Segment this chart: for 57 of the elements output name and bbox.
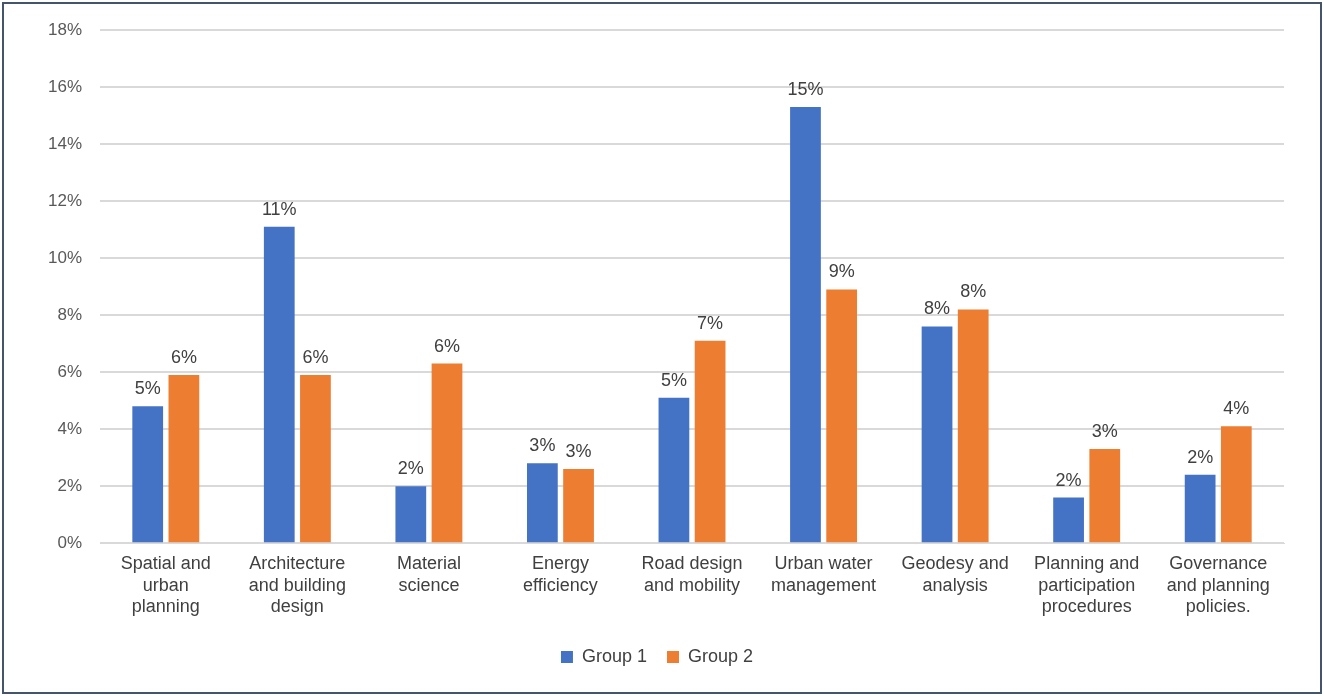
data-label: 11% xyxy=(261,198,297,219)
data-label: 5% xyxy=(134,378,161,399)
x-tick-label: Governance and planning policies. xyxy=(1166,552,1270,617)
data-label: 15% xyxy=(787,78,824,99)
x-tick-label: Road design and mobility xyxy=(641,552,743,595)
y-tick-label: 6% xyxy=(57,361,83,381)
x-tick-label: Urban water management xyxy=(771,552,877,595)
x-tick-label: Architecture and building design xyxy=(248,552,346,617)
bar xyxy=(563,469,594,543)
bar xyxy=(921,326,953,543)
data-label: 3% xyxy=(529,435,556,456)
bar xyxy=(1089,449,1121,543)
bar xyxy=(957,309,989,543)
data-label: 6% xyxy=(302,346,329,367)
data-label: 8% xyxy=(924,298,951,319)
y-tick-label: 4% xyxy=(57,418,83,438)
bar xyxy=(168,374,200,543)
x-tick-label: Geodesy and analysis xyxy=(901,552,1009,595)
y-tick-label: 16% xyxy=(47,76,83,96)
bar xyxy=(1184,474,1216,543)
data-label: 6% xyxy=(170,346,197,367)
x-tick-label: Spatial and urban planning xyxy=(120,552,211,617)
bar xyxy=(1053,497,1084,543)
data-label: 2% xyxy=(1187,446,1214,467)
bar xyxy=(1220,426,1252,543)
legend-label: Group 1 xyxy=(581,645,648,666)
bar xyxy=(300,374,331,543)
legend-label: Group 2 xyxy=(688,645,754,666)
bar xyxy=(132,406,164,543)
bar xyxy=(826,289,858,543)
y-tick-label: 2% xyxy=(57,475,83,495)
bar xyxy=(263,226,295,543)
data-label: 9% xyxy=(828,261,855,282)
data-label: 5% xyxy=(660,369,687,390)
y-tick-label: 0% xyxy=(57,532,83,552)
y-tick-label: 18% xyxy=(47,19,83,39)
data-label: 7% xyxy=(697,312,724,333)
y-tick-label: 14% xyxy=(47,133,83,153)
x-tick-label: Material science xyxy=(396,552,461,595)
x-tick-label: Planning and participation procedures xyxy=(1034,552,1140,617)
data-label: 2% xyxy=(397,458,424,479)
data-label: 3% xyxy=(1091,421,1118,442)
bar xyxy=(431,363,463,543)
bar xyxy=(527,463,558,543)
data-label: 4% xyxy=(1223,398,1250,419)
data-label: 3% xyxy=(565,441,592,462)
bar xyxy=(694,340,726,543)
y-tick-label: 12% xyxy=(47,190,83,210)
x-tick-label: Energy efficiency xyxy=(523,552,598,595)
y-tick-label: 8% xyxy=(57,304,83,324)
data-label: 2% xyxy=(1055,469,1082,490)
data-label: 6% xyxy=(433,335,460,356)
data-label: 8% xyxy=(960,281,987,302)
bar xyxy=(790,106,821,543)
bar xyxy=(658,397,690,543)
bar xyxy=(395,486,427,543)
y-tick-label: 10% xyxy=(47,247,83,267)
